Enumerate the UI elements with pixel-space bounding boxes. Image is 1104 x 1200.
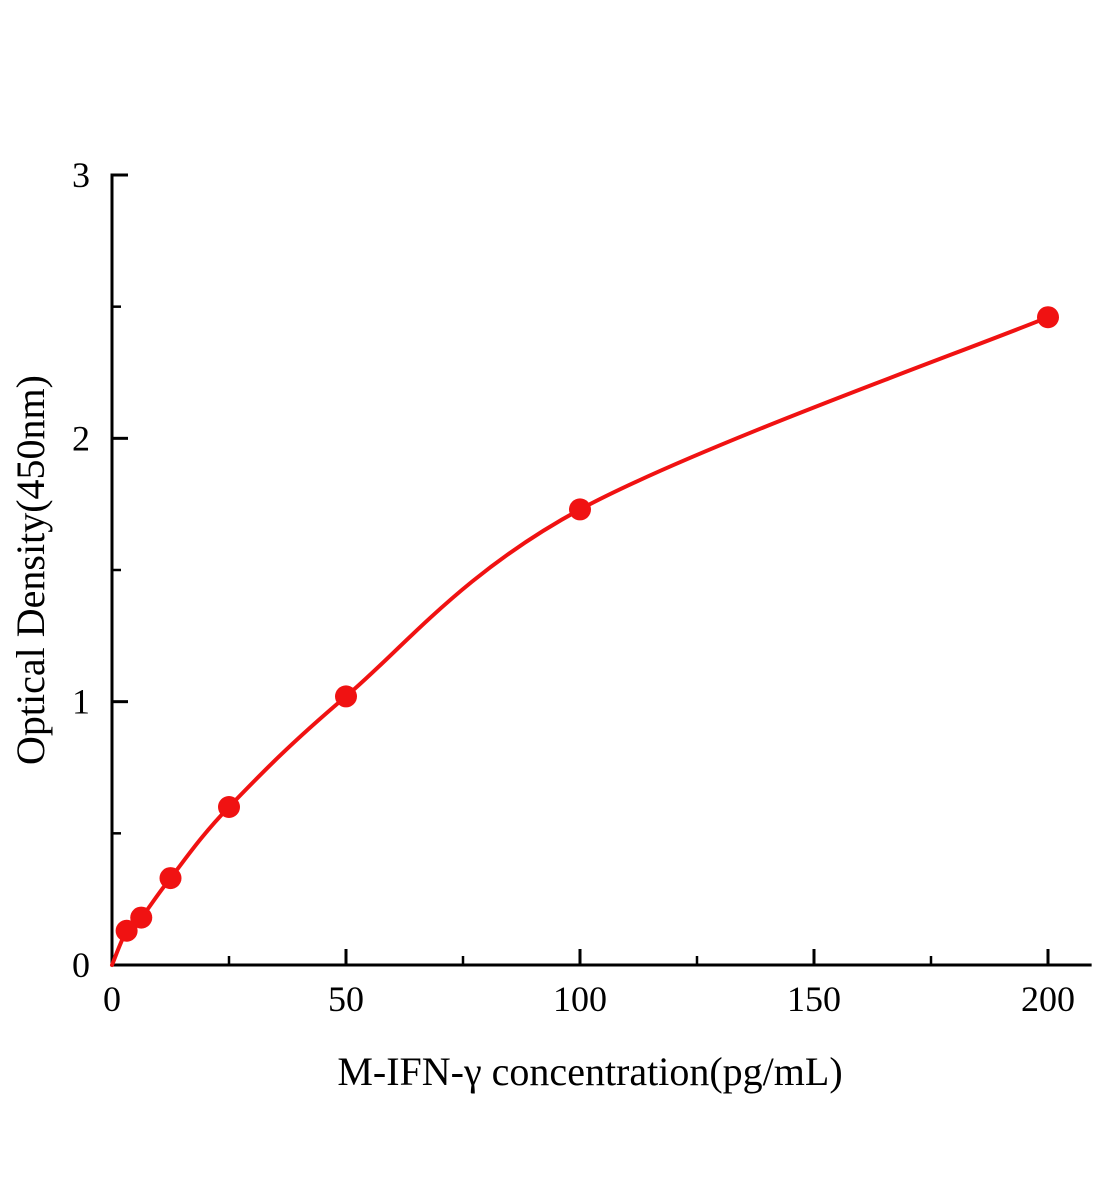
data-point (218, 796, 240, 818)
data-point (115, 919, 138, 942)
fit-curve (110, 315, 1050, 967)
x-tick-label: 0 (103, 979, 121, 1019)
data-point (569, 498, 591, 521)
x-tick-label: 200 (1021, 979, 1075, 1019)
y-tick-label: 0 (72, 945, 90, 985)
y-tick-label: 1 (72, 682, 90, 722)
x-axis-title: M-IFN-γ concentration(pg/mL) (337, 1049, 842, 1094)
data-point (159, 867, 182, 890)
data-point (335, 685, 357, 708)
x-tick-label: 50 (328, 979, 364, 1019)
x-tick-label: 100 (553, 979, 607, 1019)
y-tick-label: 2 (72, 418, 90, 458)
data-point (1037, 306, 1059, 329)
data-point (130, 906, 153, 929)
y-axis-title: Optical Density(450nm) (8, 375, 53, 765)
y-tick-label: 3 (72, 155, 90, 195)
x-tick-label: 150 (787, 979, 841, 1019)
